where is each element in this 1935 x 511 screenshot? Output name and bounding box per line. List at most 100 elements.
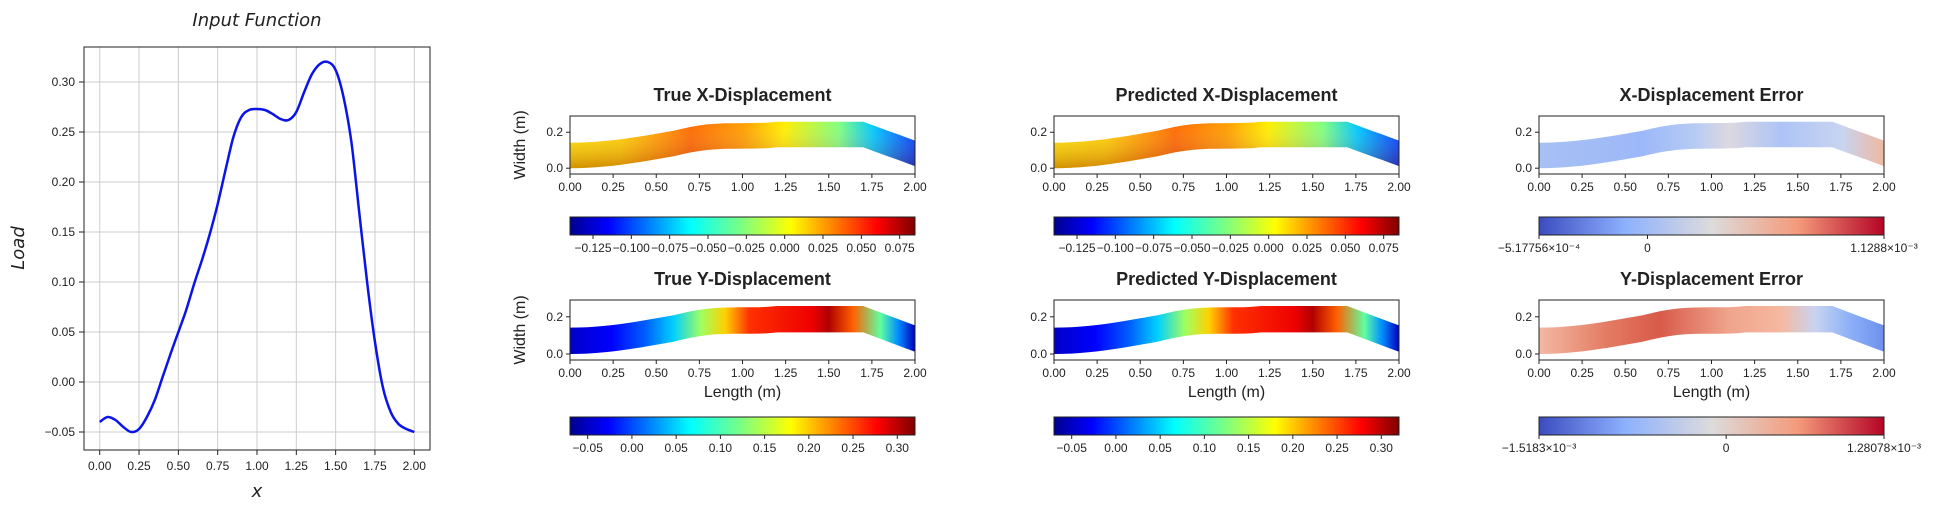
err-x-colorbar-tick-label: −5.17756×10⁻⁴ — [1498, 241, 1580, 255]
input-xlabel: x — [251, 481, 263, 502]
err-y-xtick-label: 0.50 — [1614, 366, 1638, 380]
true-y-ylabel: Width (m) — [512, 295, 529, 364]
true-x-xtick-label: 0.00 — [558, 180, 582, 194]
true-y-xtick-label: 0.00 — [558, 366, 582, 380]
true-y-colorbar-tick-label: 0.00 — [620, 441, 644, 455]
pred-y-colorbar-tick-label: 0.30 — [1370, 441, 1394, 455]
true-x-colorbar-tick-label: −0.100 — [613, 241, 650, 255]
err-y-xtick-label: 0.00 — [1527, 366, 1551, 380]
input-ylabel: Load — [8, 226, 29, 270]
input-xtick-label: 1.00 — [245, 459, 269, 473]
true-x-ytick-label: 0.0 — [546, 161, 563, 175]
pred-y-title: Predicted Y-Displacement — [1116, 269, 1337, 289]
input-axes-frame — [83, 46, 431, 451]
pred-y-xlabel: Length (m) — [1188, 384, 1265, 401]
true-x-title: True X-Displacement — [653, 85, 831, 105]
err-x-xtick-label: 1.00 — [1700, 180, 1724, 194]
input-ytick-label: 0.15 — [52, 225, 76, 239]
input-xtick-label: 0.50 — [167, 459, 191, 473]
pred-x-colorbar-tick-label: 0.050 — [1330, 241, 1360, 255]
err-x-xtick-label: 0.25 — [1570, 180, 1594, 194]
pred-y-field — [1054, 306, 1399, 354]
err-y-xtick-label: 0.25 — [1570, 366, 1594, 380]
err-x-ytick-label: 0.2 — [1515, 125, 1532, 139]
pred-x-colorbar-tick-label: −0.025 — [1212, 241, 1249, 255]
true-x-colorbar-tick-label: −0.125 — [574, 241, 611, 255]
pred-x-colorbar — [1053, 216, 1400, 236]
err-y-colorbar-tick-label: −1.5183×10⁻³ — [1502, 441, 1576, 455]
true-x-xtick-label: 2.00 — [903, 180, 927, 194]
input-ytick-label: 0.30 — [52, 75, 76, 89]
input-xtick-label: 0.00 — [88, 459, 112, 473]
true-y-colorbar — [569, 416, 916, 436]
input-series-line — [98, 60, 415, 434]
pred-y-colorbar-tick-label: 0.20 — [1281, 441, 1305, 455]
pred-x-xtick-label: 1.25 — [1258, 180, 1282, 194]
input-tick-labels: 0.00 0.25 0.50 0.75 1.00 1.25 1.50 1.75 2.00 −0.0… — [45, 75, 427, 473]
pred-y-xtick-label: 1.25 — [1258, 366, 1282, 380]
true-y-xtick-label: 1.50 — [817, 366, 841, 380]
pred-x-xtick-label: 0.00 — [1042, 180, 1066, 194]
pred-x-colorbar-tick-label: −0.050 — [1173, 241, 1210, 255]
input-ytick-label: 0.25 — [52, 125, 76, 139]
true-y-xtick-label: 1.75 — [860, 366, 884, 380]
err-x-colorbar-tick-label: 1.1288×10⁻³ — [1850, 241, 1917, 255]
pred-y-ytick-label: 0.2 — [1030, 310, 1047, 324]
pred-x-colorbar-tick-label: −0.125 — [1058, 241, 1095, 255]
err-y-title: Y-Displacement Error — [1620, 269, 1803, 289]
err-y-colorbar — [1538, 416, 1885, 436]
true-y-colorbar-tick-label: 0.30 — [886, 441, 910, 455]
input-xtick-label: 2.00 — [403, 459, 427, 473]
pred-y-xtick-label: 0.25 — [1085, 366, 1109, 380]
true-y-ytick-label: 0.2 — [546, 310, 563, 324]
pred-y-colorbar — [1053, 416, 1400, 436]
true-x-ylabel: Width (m) — [512, 110, 529, 179]
pred-y-xtick-label: 1.00 — [1215, 366, 1239, 380]
pred-x-panel: Predicted X-Displacement 0.00 0.25 0.50 0.75… — [1030, 85, 1411, 255]
pred-y-xtick-label: 0.00 — [1042, 366, 1066, 380]
err-y-colorbar-tick-label: 1.28078×10⁻³ — [1847, 441, 1921, 455]
true-x-colorbar-tick-label: −0.050 — [689, 241, 726, 255]
true-x-xtick-label: 1.50 — [817, 180, 841, 194]
input-ytick-label: 0.05 — [52, 325, 76, 339]
err-y-xtick-label: 1.75 — [1829, 366, 1853, 380]
pred-x-xtick-label: 2.00 — [1387, 180, 1411, 194]
true-y-xtick-label: 1.25 — [774, 366, 798, 380]
err-y-xtick-label: 0.75 — [1657, 366, 1681, 380]
input-ytick-label: 0.00 — [52, 375, 76, 389]
pred-x-title: Predicted X-Displacement — [1115, 85, 1337, 105]
err-x-colorbar — [1538, 216, 1885, 236]
true-y-xtick-label: 0.25 — [601, 366, 625, 380]
true-x-colorbar-tick-label: −0.075 — [651, 241, 688, 255]
input-ytick-label: −0.05 — [45, 425, 76, 439]
input-function-panel: Input Function Load x 0.00 0.25 0.50 0.75 1.… — [8, 10, 431, 502]
pred-y-xtick-label: 0.75 — [1172, 366, 1196, 380]
err-x-xtick-label: 0.75 — [1657, 180, 1681, 194]
err-y-ytick-label: 0.2 — [1515, 310, 1532, 324]
pred-x-ytick-label: 0.0 — [1030, 161, 1047, 175]
pred-x-xtick-label: 1.75 — [1344, 180, 1368, 194]
true-y-colorbar-tick-label: −0.05 — [573, 441, 604, 455]
err-y-colorbar-tick-label: 0 — [1723, 441, 1730, 455]
true-x-panel: True X-Displacement 0.00 0.25 0.50 0.75 1.00 1… — [512, 85, 927, 255]
true-x-ytick-label: 0.2 — [546, 125, 563, 139]
true-y-colorbar-tick-label: 0.05 — [664, 441, 688, 455]
true-x-xtick-label: 1.25 — [774, 180, 798, 194]
pred-x-colorbar-tick-label: 0.000 — [1254, 241, 1284, 255]
pred-x-xtick-label: 1.50 — [1301, 180, 1325, 194]
true-x-xtick-label: 1.00 — [731, 180, 755, 194]
err-x-xtick-label: 1.25 — [1743, 180, 1767, 194]
true-y-xtick-label: 1.00 — [731, 366, 755, 380]
true-x-xtick-label: 1.75 — [860, 180, 884, 194]
pred-y-xtick-label: 1.75 — [1344, 366, 1368, 380]
pred-y-xtick-label: 2.00 — [1387, 366, 1411, 380]
true-y-colorbar-tick-label: 0.25 — [841, 441, 865, 455]
err-y-xtick-label: 1.50 — [1786, 366, 1810, 380]
true-x-xtick-label: 0.50 — [645, 180, 669, 194]
err-x-xtick-label: 2.00 — [1872, 180, 1896, 194]
true-x-xtick-label: 0.25 — [601, 180, 625, 194]
pred-y-colorbar-tick-label: 0.15 — [1237, 441, 1261, 455]
pred-y-colorbar-tick-label: 0.05 — [1148, 441, 1172, 455]
err-x-field — [1539, 121, 1884, 169]
